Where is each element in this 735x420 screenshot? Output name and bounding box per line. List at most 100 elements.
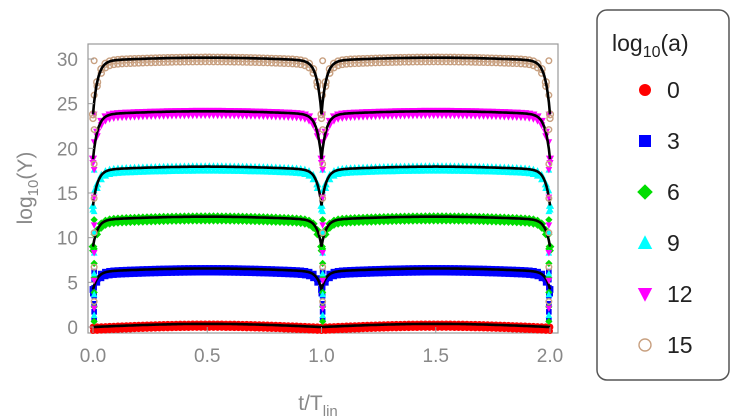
data-point bbox=[459, 269, 466, 276]
data-point bbox=[339, 271, 346, 278]
data-point bbox=[90, 311, 98, 318]
data-point bbox=[181, 325, 188, 332]
data-point bbox=[90, 250, 98, 257]
data-point bbox=[114, 271, 121, 278]
data-point bbox=[193, 269, 200, 276]
data-point bbox=[90, 298, 98, 306]
data-point bbox=[90, 207, 98, 215]
y-tick-label: 25 bbox=[57, 95, 78, 116]
data-point bbox=[414, 324, 421, 331]
data-point bbox=[317, 155, 326, 164]
data-point bbox=[206, 269, 213, 276]
fit-line-6 bbox=[91, 215, 552, 247]
data-point bbox=[545, 229, 553, 237]
data-point bbox=[98, 275, 105, 282]
data-point bbox=[172, 217, 180, 225]
data-point bbox=[177, 325, 184, 332]
data-point bbox=[180, 216, 189, 225]
y-tick-label: 10 bbox=[57, 229, 78, 250]
data-point bbox=[189, 324, 196, 331]
data-point bbox=[545, 311, 553, 318]
data-point bbox=[447, 269, 454, 276]
legend-box bbox=[596, 9, 730, 381]
data-point bbox=[227, 325, 234, 332]
data-point bbox=[177, 269, 184, 276]
data-point bbox=[264, 270, 271, 277]
data-point bbox=[114, 218, 122, 227]
data-point bbox=[319, 166, 327, 174]
data-point bbox=[360, 270, 367, 277]
data-point bbox=[434, 324, 441, 331]
data-point bbox=[222, 216, 230, 225]
data-point bbox=[313, 230, 322, 239]
data-point bbox=[530, 272, 537, 279]
data-point bbox=[118, 218, 126, 227]
data-point bbox=[325, 223, 334, 232]
data-point bbox=[239, 269, 246, 276]
data-point bbox=[329, 59, 339, 68]
data-point bbox=[545, 222, 553, 229]
data-point bbox=[447, 324, 454, 331]
data-point bbox=[319, 216, 327, 224]
data-point bbox=[131, 270, 138, 277]
data-point bbox=[468, 325, 475, 332]
data-point bbox=[434, 269, 441, 276]
legend-item-0: 0 bbox=[639, 77, 680, 103]
data-point bbox=[512, 218, 521, 227]
data-point bbox=[105, 219, 114, 228]
data-point bbox=[252, 270, 259, 277]
data-point bbox=[268, 270, 275, 277]
data-point bbox=[545, 317, 553, 326]
data-point bbox=[102, 273, 109, 280]
data-point bbox=[173, 269, 180, 276]
data-point bbox=[538, 275, 545, 282]
data-point bbox=[463, 269, 470, 276]
data-point bbox=[418, 324, 425, 331]
data-point bbox=[243, 269, 250, 276]
data-point bbox=[319, 311, 327, 318]
data-point bbox=[189, 269, 196, 276]
legend: log10(a) 0 3 6 9 12 15 bbox=[596, 9, 730, 381]
data-point bbox=[372, 270, 379, 277]
data-point bbox=[202, 269, 209, 276]
data-point bbox=[319, 160, 327, 168]
legend-item-3: 3 bbox=[639, 128, 680, 154]
data-point bbox=[545, 277, 553, 285]
data-point bbox=[319, 317, 327, 326]
data-point bbox=[89, 114, 97, 123]
data-point bbox=[335, 272, 342, 279]
data-point bbox=[319, 228, 327, 235]
data-point bbox=[317, 114, 326, 123]
data-point bbox=[134, 218, 143, 226]
data-point bbox=[222, 324, 229, 331]
data-point bbox=[214, 324, 221, 331]
data-point bbox=[376, 270, 383, 277]
x-tick-label: 1.0 bbox=[308, 346, 334, 367]
data-point bbox=[492, 217, 500, 226]
data-point bbox=[451, 324, 458, 331]
legend-marker bbox=[639, 84, 651, 96]
data-point bbox=[310, 275, 317, 282]
data-point bbox=[319, 207, 327, 215]
data-point bbox=[243, 325, 250, 332]
data-point bbox=[426, 269, 433, 276]
data-point bbox=[343, 271, 350, 278]
data-point bbox=[164, 325, 171, 332]
data-point bbox=[263, 217, 272, 226]
data-point bbox=[210, 324, 217, 331]
data-point bbox=[487, 217, 496, 226]
data-point bbox=[545, 290, 553, 298]
data-point bbox=[472, 325, 479, 332]
data-point bbox=[209, 216, 218, 225]
data-point bbox=[155, 217, 164, 226]
data-point bbox=[405, 325, 412, 332]
legend-label: 6 bbox=[667, 179, 680, 205]
legend-label: 12 bbox=[667, 281, 693, 307]
data-point bbox=[330, 273, 337, 280]
data-point bbox=[88, 155, 98, 164]
legend-marker bbox=[639, 135, 651, 147]
data-point bbox=[198, 324, 205, 331]
data-point bbox=[301, 115, 309, 123]
data-point bbox=[351, 271, 358, 278]
data-point bbox=[319, 229, 327, 237]
